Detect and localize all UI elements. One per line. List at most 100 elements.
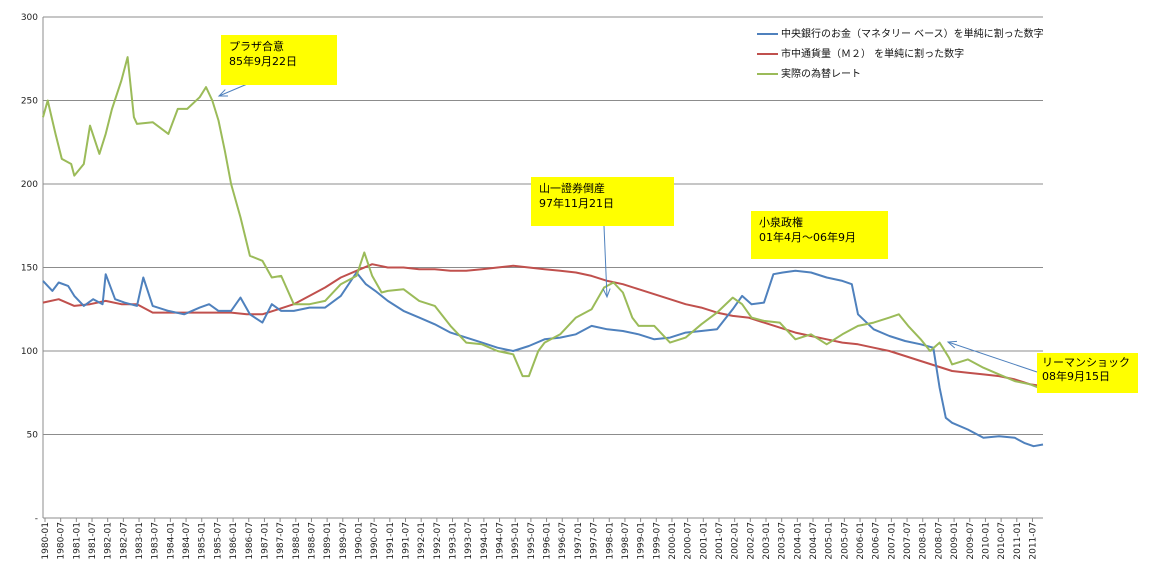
annotation-lehman-title: リーマンショック — [1042, 356, 1130, 369]
x-tick-label: 1981-07 — [88, 522, 98, 560]
x-tick-label: 1990-01 — [354, 522, 364, 560]
x-tick-label: 2006-01 — [856, 522, 866, 560]
annotation-koizumi-date: 01年4月～06年9月 — [759, 231, 856, 244]
x-tick-label: 2003-07 — [778, 522, 788, 560]
x-tick-label: 1989-07 — [339, 522, 349, 560]
annotation-yamaichi: 山一證券倒産 97年11月21日 — [531, 177, 674, 226]
x-tick-label: 1991-07 — [402, 522, 412, 560]
x-tick-label: 2008-07 — [934, 522, 944, 560]
x-tick-label: 2011-01 — [1013, 522, 1023, 560]
x-tick-label: 2010-07 — [997, 522, 1007, 560]
x-tick-label: 1997-07 — [590, 522, 600, 560]
x-tick-label: 1999-01 — [637, 522, 647, 560]
x-tick-label: 2004-01 — [793, 522, 803, 560]
x-tick-label: 1992-01 — [417, 522, 427, 560]
annotation-arrow-lehman-head — [946, 340, 958, 349]
annotation-plaza: プラザ合意 85年9月22日 — [221, 35, 337, 85]
x-tick-label: 1993-01 — [449, 522, 459, 560]
x-tick-label: 1991-01 — [386, 522, 396, 560]
x-tick-label: 2001-07 — [715, 522, 725, 560]
y-tick-label: 150 — [21, 264, 38, 274]
x-tick-label: 2002-07 — [746, 522, 756, 560]
x-tick-label: 1984-07 — [182, 522, 192, 560]
x-tick-label: 1996-01 — [543, 522, 553, 560]
annotation-arrow-lehman — [947, 341, 1038, 373]
x-tick-label: 2002-01 — [731, 522, 741, 560]
x-tick-label: 2000-01 — [668, 522, 678, 560]
x-tick-label: 2008-01 — [919, 522, 929, 560]
x-tick-label: 1994-07 — [496, 522, 506, 560]
x-tick-label: 1988-07 — [307, 522, 317, 560]
x-tick-label: 2009-01 — [950, 522, 960, 560]
annotation-arrow-yamaichi-head — [602, 288, 611, 299]
x-tick-label: 2001-01 — [699, 522, 709, 560]
annotation-yamaichi-title: 山一證券倒産 — [539, 182, 605, 195]
x-tick-label: 1983-07 — [151, 522, 161, 560]
legend-label-m2: 市中通貨量（Ｍ２） を単純に割った数字 — [781, 47, 964, 60]
y-tick-label: 250 — [21, 97, 38, 107]
x-tick-label: 1982-07 — [119, 522, 129, 560]
x-tick-label: 1999-07 — [652, 522, 662, 560]
x-tick-label: 1996-07 — [558, 522, 568, 560]
legend-label-exchange-rate: 実際の為替レート — [781, 67, 861, 80]
x-tick-label: 2007-07 — [903, 522, 913, 560]
x-tick-label: 1990-07 — [370, 522, 380, 560]
y-axis: - 50 100 150 200 250 300 — [21, 13, 44, 524]
annotation-plaza-date: 85年9月22日 — [229, 55, 297, 68]
x-tick-label: 1998-01 — [605, 522, 615, 560]
y-tick-label: - — [35, 514, 38, 524]
x-tick-label: 1981-01 — [72, 522, 82, 560]
x-tick-label: 1993-07 — [464, 522, 474, 560]
series-line-monetary-base — [42, 269, 1044, 448]
y-tick-label: 200 — [21, 180, 38, 190]
y-tick-label: 50 — [27, 431, 39, 441]
series-line-m2 — [42, 263, 1044, 388]
x-tick-label: 2006-07 — [872, 522, 882, 560]
annotation-lehman-date: 08年9月15日 — [1042, 370, 1110, 383]
annotation-yamaichi-date: 97年11月21日 — [539, 197, 614, 210]
x-tick-label: 1987-07 — [276, 522, 286, 560]
annotation-plaza-title: プラザ合意 — [229, 40, 284, 53]
x-tick-label: 1995-07 — [527, 522, 537, 560]
x-tick-label: 2005-07 — [840, 522, 850, 560]
annotation-koizumi: 小泉政権 01年4月～06年9月 — [751, 211, 888, 259]
x-tick-label: 2010-01 — [981, 522, 991, 560]
x-tick-label: 1998-07 — [621, 522, 631, 560]
x-tick-label: 1982-01 — [104, 522, 114, 560]
x-tick-label: 1997-01 — [574, 522, 584, 560]
x-tick-label: 1994-01 — [480, 522, 490, 560]
annotation-lehman: リーマンショック 08年9月15日 — [1037, 353, 1138, 393]
x-tick-label: 1983-01 — [135, 522, 145, 560]
annotation-arrow-yamaichi — [603, 225, 608, 298]
annotation-arrows — [217, 81, 1038, 373]
x-tick-label: 2007-01 — [887, 522, 897, 560]
x-tick-label: 2005-01 — [825, 522, 835, 560]
x-tick-label: 1984-01 — [166, 522, 176, 560]
y-tick-label: 300 — [21, 13, 38, 23]
annotation-arrow-plaza-head — [217, 89, 229, 97]
x-tick-label: 1992-07 — [433, 522, 443, 560]
x-tick-label: 2000-07 — [684, 522, 694, 560]
x-tick-label: 1995-01 — [511, 522, 521, 560]
x-tick-label: 1988-01 — [292, 522, 302, 560]
grid-lines — [43, 16, 1043, 519]
x-tick-label: 2011-07 — [1028, 522, 1038, 560]
x-tick-label: 1985-07 — [213, 522, 223, 560]
legend-label-monetary-base: 中央銀行のお金（マネタリー ベース）を単純に割った数字 — [781, 27, 1044, 40]
x-tick-label: 2003-01 — [762, 522, 772, 560]
legend: 中央銀行のお金（マネタリー ベース）を単純に割った数字 市中通貨量（Ｍ２） を単… — [757, 27, 1044, 80]
x-axis: 1980-01 1980-07 1981-01 1981-07 1982-01 1982-… — [41, 517, 1043, 560]
y-tick-label: 100 — [21, 347, 38, 357]
series-lines — [42, 56, 1044, 448]
x-tick-label: 1980-01 — [41, 522, 51, 560]
x-tick-label: 1986-01 — [229, 522, 239, 560]
x-tick-label: 1986-07 — [245, 522, 255, 560]
x-tick-label: 1980-07 — [57, 522, 67, 560]
x-tick-label: 1989-01 — [323, 522, 333, 560]
x-tick-label: 2004-07 — [809, 522, 819, 560]
annotation-koizumi-title: 小泉政権 — [759, 216, 803, 229]
x-tick-label: 1985-01 — [198, 522, 208, 560]
series-line-exchange-rate — [42, 56, 1044, 391]
x-tick-label: 1987-01 — [260, 522, 270, 560]
